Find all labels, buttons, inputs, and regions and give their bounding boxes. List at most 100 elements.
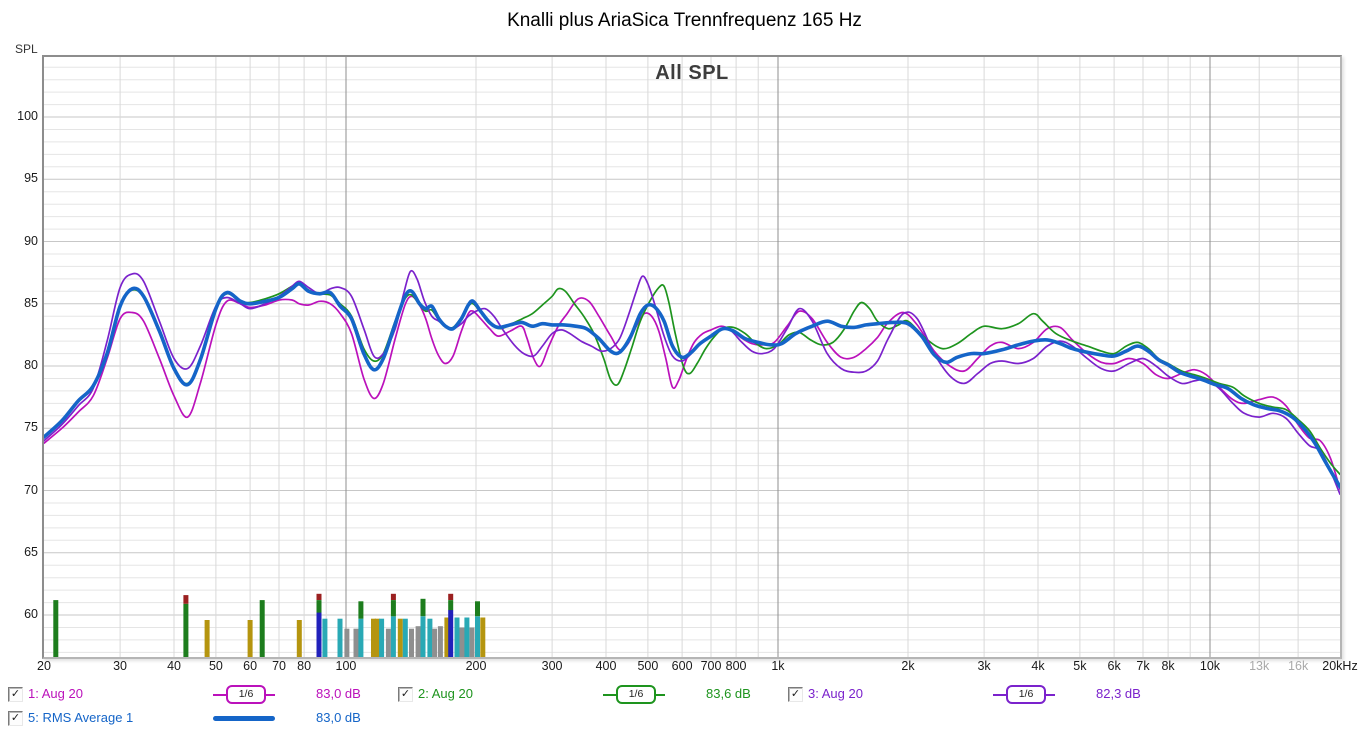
y-tick-85: 85 xyxy=(24,295,38,310)
x-tick-100: 100 xyxy=(335,659,357,673)
bar-28-bar_gray xyxy=(459,627,465,657)
x-tick-8k: 8k xyxy=(1161,659,1175,673)
page-title: Knalli plus AriaSica Trennfrequenz 165 H… xyxy=(507,10,862,31)
bar-27-bar_teal xyxy=(454,617,460,657)
bar-19-bar_gray xyxy=(409,628,414,657)
x-tick-16k: 16k xyxy=(1288,659,1309,673)
bar-6-bar_navy xyxy=(316,612,322,657)
x-tick-30: 30 xyxy=(113,659,128,673)
bar-20-bar_gray xyxy=(415,626,421,657)
bar-22-bar_teal xyxy=(427,618,433,657)
legend-entry-5-rms-average-1: ✓ 5: RMS Average 1 83,0 dB xyxy=(6,708,394,730)
x-axis-tick-labels: 20 30 40 50 60 70 80 100 200 300 400 500 600 700 800 1k… xyxy=(0,659,1369,677)
bar-31-bar_green xyxy=(475,601,480,617)
legend-checkbox-2-aug-20[interactable]: ✓ xyxy=(398,687,413,702)
x-tick-800: 800 xyxy=(725,659,747,673)
bar-29-bar_teal xyxy=(464,617,470,657)
spl-chart-canvas[interactable] xyxy=(44,57,1340,657)
y-tick-60: 60 xyxy=(24,607,38,621)
x-tick-700: 700 xyxy=(700,659,722,673)
x-tick-6k: 6k xyxy=(1107,659,1121,673)
legend: ✓ 1: Aug 20 1/6 83,0 dB ✓ 2: Aug 20 1/6 83,6 dB… xyxy=(6,684,1366,732)
x-tick-500: 500 xyxy=(637,659,659,673)
x-tick-600: 600 xyxy=(671,659,693,673)
legend-row-1: ✓ 1: Aug 20 1/6 83,0 dB ✓ 2: Aug 20 1/6 83,6 dB… xyxy=(6,684,1366,706)
bar-8-bar_teal xyxy=(337,618,343,657)
bar-25-bar_olive xyxy=(444,617,450,657)
legend-smoothing-badge: 1/6 xyxy=(226,685,266,704)
legend-row-2: ✓ 5: RMS Average 1 83,0 dB xyxy=(6,708,1366,730)
x-tick-5k: 5k xyxy=(1073,659,1087,673)
legend-smoothing-badge: 1/6 xyxy=(1006,685,1046,704)
bar-12-bar_olive xyxy=(371,618,376,657)
x-tick-20kHz: 20kHz xyxy=(1322,659,1358,673)
bar-26-bar_navy xyxy=(448,610,454,657)
bar-16-bar_green xyxy=(390,600,396,617)
legend-level-value: 83,0 dB xyxy=(316,710,361,725)
legend-label[interactable]: 1: Aug 20 xyxy=(28,686,83,701)
x-tick-40: 40 xyxy=(167,659,181,673)
y-tick-100: 100 xyxy=(17,109,38,123)
bar-23-bar_gray xyxy=(432,628,438,657)
legend-smoothing-badge: 1/6 xyxy=(616,685,656,704)
y-tick-75: 75 xyxy=(24,420,38,435)
bar-5-bar_olive xyxy=(296,620,302,657)
y-tick-95: 95 xyxy=(24,171,38,186)
bar-26-bar_green xyxy=(448,600,454,611)
curve-1-aug-20 xyxy=(44,295,1340,491)
bar-2-bar_olive xyxy=(204,620,210,657)
bar-11-bar_teal xyxy=(358,618,364,657)
legend-label[interactable]: 3: Aug 20 xyxy=(808,686,863,701)
y-tick-90: 90 xyxy=(24,233,38,248)
bar-13-bar_olive xyxy=(374,618,380,657)
bar-18-bar_teal xyxy=(402,618,408,657)
bar-0-bar_green xyxy=(53,600,59,657)
legend-line-sample xyxy=(213,716,275,721)
bar-26-bar_darkred xyxy=(448,593,454,600)
bar-1-bar_green xyxy=(183,603,189,657)
x-tick-50: 50 xyxy=(208,659,223,673)
bar-15-bar_gray xyxy=(385,628,391,657)
curve-3-aug-20 xyxy=(44,269,1340,496)
legend-level-value: 83,6 dB xyxy=(706,686,751,701)
bar-21-bar_green xyxy=(420,598,426,617)
bar-30-bar_gray xyxy=(469,627,475,657)
legend-label[interactable]: 5: RMS Average 1 xyxy=(28,710,134,725)
bar-17-bar_olive xyxy=(397,618,403,657)
legend-label[interactable]: 2: Aug 20 xyxy=(418,686,473,701)
x-tick-10k: 10k xyxy=(1199,659,1221,673)
plot-area[interactable]: All SPL xyxy=(42,55,1342,659)
legend-checkbox-3-aug-20[interactable]: ✓ xyxy=(788,687,803,702)
x-tick-3k: 3k xyxy=(977,659,991,673)
bar-21-bar_teal xyxy=(420,616,426,657)
x-tick-4k: 4k xyxy=(1031,659,1045,673)
y-tick-70: 70 xyxy=(24,482,38,497)
legend-entry-2-aug-20: ✓ 2: Aug 20 1/6 83,6 dB xyxy=(396,684,784,706)
x-tick-60: 60 xyxy=(243,659,258,673)
x-tick-2k: 2k xyxy=(901,659,915,673)
bar-31-bar_teal xyxy=(475,616,480,657)
bar-6-bar_green xyxy=(316,600,322,613)
bar-14-bar_teal xyxy=(379,618,385,657)
bar-9-bar_gray xyxy=(344,628,350,657)
x-tick-200: 200 xyxy=(465,659,487,673)
curve-5-rms-average-1 xyxy=(44,281,1340,489)
bar-16-bar_teal xyxy=(390,616,396,657)
bar-32-bar_olive xyxy=(480,617,486,657)
x-tick-1k: 1k xyxy=(771,659,785,673)
y-axis-unit-label: SPL xyxy=(15,42,38,56)
bar-6-bar_darkred xyxy=(316,593,322,600)
legend-level-value: 82,3 dB xyxy=(1096,686,1141,701)
legend-checkbox-5-rms-average-1[interactable]: ✓ xyxy=(8,711,23,726)
bar-16-bar_darkred xyxy=(390,593,396,600)
x-tick-70: 70 xyxy=(272,659,286,673)
y-tick-65: 65 xyxy=(24,544,38,559)
legend-entry-3-aug-20: ✓ 3: Aug 20 1/6 82,3 dB xyxy=(786,684,1174,706)
x-tick-300: 300 xyxy=(541,659,563,673)
bar-11-bar_green xyxy=(358,601,364,619)
bar-24-bar_gray xyxy=(437,626,443,657)
x-tick-7k: 7k xyxy=(1136,659,1150,673)
legend-checkbox-1-aug-20[interactable]: ✓ xyxy=(8,687,23,702)
x-tick-13k: 13k xyxy=(1249,659,1270,673)
